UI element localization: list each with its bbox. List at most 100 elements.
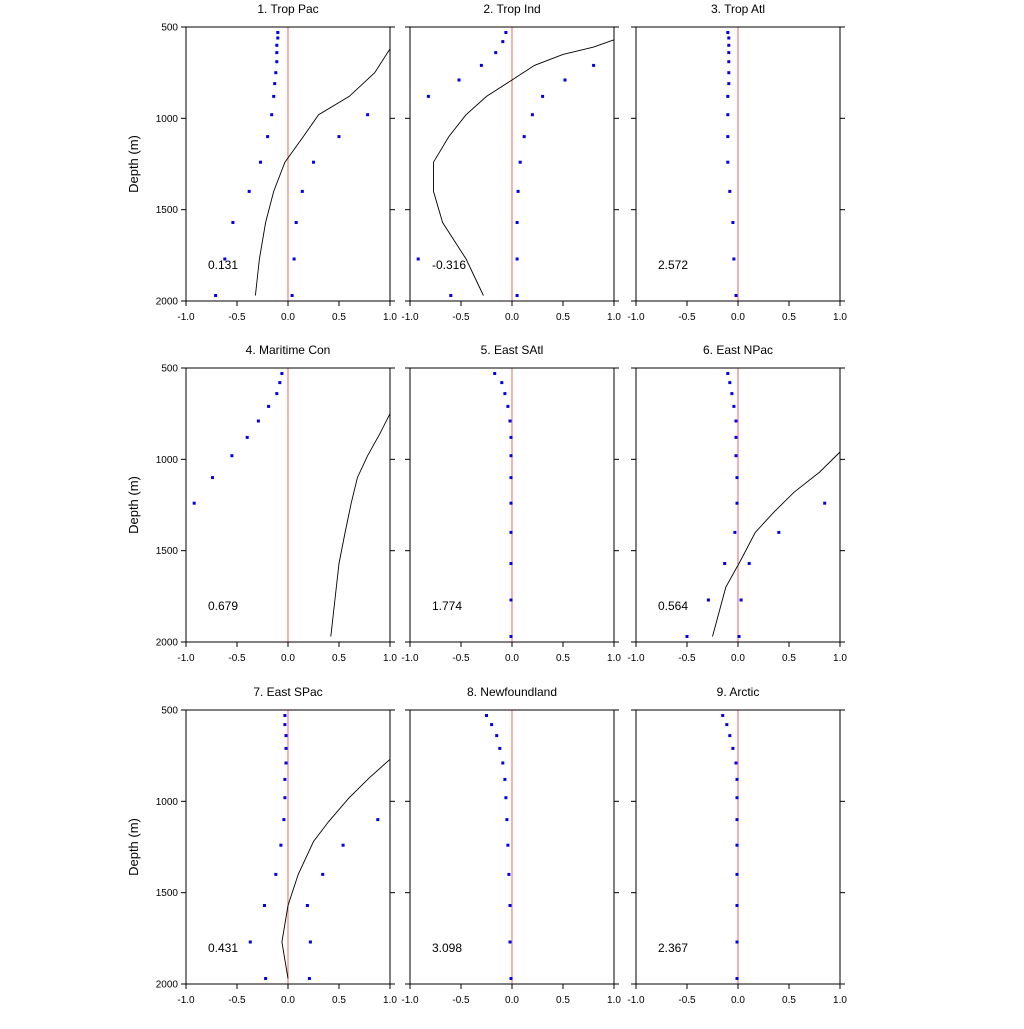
x-tick-label: 0.0 (505, 995, 519, 1006)
y-tick-label: 1000 (156, 797, 179, 808)
dot-a (214, 294, 218, 297)
panel-7: 500 1000 1500 2000 -1.0 -0.5 0.0 0.5 1.0 7. East … (126, 685, 397, 1006)
dot-a (735, 977, 739, 980)
score-label: 1.774 (432, 599, 462, 613)
panel-4: 500 1000 1500 2000 -1.0 -0.5 0.0 0.5 1.0 4. Marit… (126, 343, 397, 664)
x-tick-label: -1.0 (177, 312, 195, 323)
dot-a (725, 723, 729, 727)
dot-a (256, 419, 260, 423)
x-tick-label: 0.5 (556, 995, 570, 1006)
panel-title: 9. Arctic (717, 685, 760, 699)
y-axis-title: Depth (m) (126, 818, 141, 876)
dot-a (735, 796, 739, 800)
dot-a (275, 60, 279, 64)
dot-b (337, 135, 341, 139)
dot-a (259, 160, 262, 164)
dot-a (735, 777, 739, 781)
x-tick-label: 0.0 (731, 995, 745, 1006)
dot-a (506, 843, 510, 847)
x-tick-label: -0.5 (228, 653, 246, 664)
x-tick-label: 1.0 (383, 312, 397, 323)
x-tick-label: 0.0 (505, 312, 519, 323)
dot-b (515, 221, 519, 224)
dot-b (300, 189, 304, 193)
dot-a (728, 189, 732, 193)
dot-a (509, 562, 513, 565)
x-tick-label: 0.5 (556, 312, 570, 323)
dot-b (515, 294, 519, 297)
x-tick-label: 0.5 (782, 312, 796, 323)
dot-a (509, 598, 513, 602)
x-tick-label: -1.0 (177, 653, 195, 664)
x-tick-label: 1.0 (607, 995, 621, 1006)
dot-a (508, 904, 512, 907)
x-tick-label: -0.5 (452, 312, 470, 323)
dot-a (685, 635, 689, 638)
dot-a (727, 51, 731, 55)
panel-3: -1.0 -0.5 0.0 0.5 1.0 3. Trop Atl 2.572 (627, 2, 847, 323)
dot-b (518, 160, 522, 164)
dot-b (290, 294, 294, 297)
dot-a (508, 419, 512, 423)
dot-a (274, 71, 278, 75)
dot-a (247, 189, 251, 193)
dot-a (507, 872, 511, 876)
dot-b (308, 940, 312, 944)
x-tick-label: -0.5 (228, 312, 246, 323)
x-tick-label: 0.0 (505, 653, 519, 664)
dot-a (501, 40, 505, 44)
dot-a (503, 777, 507, 781)
y-tick-label: 1500 (156, 546, 179, 557)
score-label: 2.367 (658, 941, 688, 955)
dot-a (734, 435, 738, 439)
x-tick-label: 1.0 (607, 653, 621, 664)
dot-a (266, 135, 270, 139)
dot-a (274, 872, 278, 876)
dot-a (506, 404, 510, 408)
score-label: 0.679 (208, 599, 238, 613)
y-tick-label: 1500 (156, 205, 179, 216)
x-tick-label: -1.0 (401, 312, 419, 323)
x-tick-label: -1.0 (401, 995, 419, 1006)
dot-a (504, 31, 508, 34)
dot-a (734, 454, 738, 458)
dot-a (732, 257, 736, 261)
dot-a (728, 381, 732, 385)
dot-a (490, 723, 494, 727)
x-tick-label: -1.0 (627, 653, 645, 664)
x-tick-label: 0.0 (281, 995, 295, 1006)
y-tick-label: 500 (161, 706, 178, 717)
dot-b (515, 257, 519, 261)
dot-a (706, 598, 710, 602)
dot-a (726, 160, 730, 164)
x-tick-label: 0.0 (731, 653, 745, 664)
dot-b (294, 221, 298, 224)
dot-a (283, 714, 287, 717)
dot-a (230, 454, 234, 458)
dot-a (509, 501, 513, 505)
x-tick-label: -1.0 (627, 995, 645, 1006)
dot-a (278, 381, 282, 385)
dot-a (727, 60, 731, 64)
dot-b (376, 818, 380, 822)
y-tick-label: 1500 (156, 888, 179, 899)
score-label: -0.316 (432, 258, 466, 272)
dot-a (731, 746, 735, 750)
dot-a (479, 63, 483, 67)
dot-a (449, 294, 453, 297)
dot-a (267, 404, 271, 408)
curve-line (254, 48, 391, 296)
dot-a (500, 381, 504, 385)
x-tick-label: -1.0 (177, 995, 195, 1006)
dot-b (541, 94, 545, 98)
dot-a (272, 94, 276, 98)
x-tick-label: -1.0 (627, 312, 645, 323)
x-tick-label: -0.5 (452, 653, 470, 664)
x-tick-label: -0.5 (452, 995, 470, 1006)
dot-b (563, 78, 567, 82)
dot-a (211, 476, 214, 480)
dot-a (731, 221, 735, 224)
x-tick-label: 0.5 (332, 312, 346, 323)
dot-b (747, 562, 751, 565)
dot-a (727, 71, 731, 75)
